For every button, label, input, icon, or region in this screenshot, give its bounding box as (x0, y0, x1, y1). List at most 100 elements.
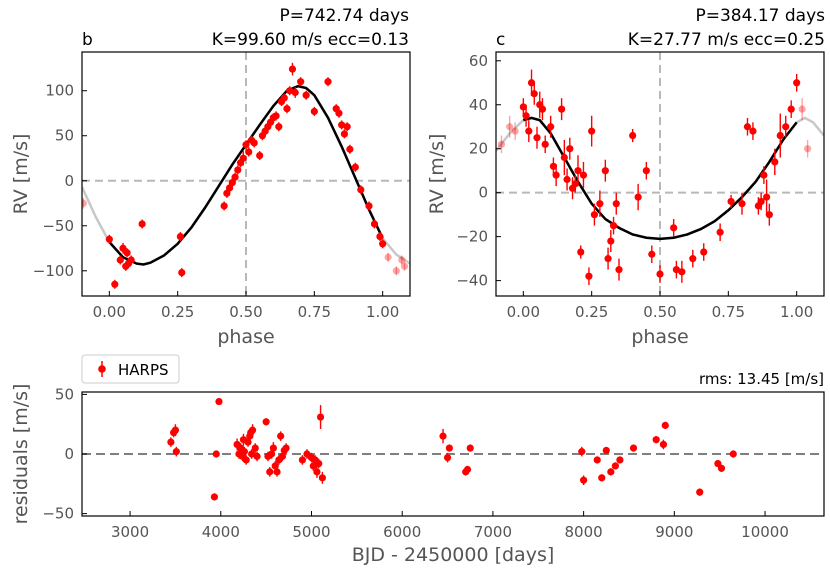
panel-c-data-point (590, 211, 599, 219)
panel-c-data-point (629, 131, 637, 140)
residuals-data-point (215, 397, 223, 406)
residuals-data-point (316, 413, 325, 421)
panel-b-data-point (365, 202, 373, 210)
panel-b-plot-area (82, 52, 410, 296)
residuals-data-point (269, 444, 277, 452)
panel-c-data-point (634, 193, 642, 201)
residuals-xtick-label: 10000 (741, 523, 789, 541)
residuals-ytick-label: 50 (55, 385, 74, 403)
panel-b-data-point (324, 78, 332, 86)
panel-c-data-point (648, 250, 656, 258)
panel-b-data-point (400, 262, 409, 270)
residuals-data-point (277, 432, 285, 440)
panel-c-data-point (609, 222, 618, 230)
panel-c-data-point (716, 228, 724, 236)
panel-b-xlabel: phase (217, 326, 274, 348)
residuals-data-point (251, 444, 259, 452)
panel-c-ylabel: RV [m/s] (426, 134, 448, 215)
residuals-data-point (172, 448, 180, 456)
residuals-data-point (273, 468, 281, 476)
residuals-data-point (445, 444, 453, 452)
residuals-data-point (262, 418, 270, 426)
rms-label: rms: 13.45 [m/s] (699, 370, 824, 388)
panel-c-data-point (574, 167, 582, 175)
residuals-data-point (210, 493, 219, 501)
panel-c-data-point (596, 200, 604, 208)
panel-c-data-point (522, 112, 530, 120)
residuals-data-point (717, 464, 726, 472)
panel-c-title-line2: K=27.77 m/s ecc=0.25 (628, 30, 825, 50)
residuals-data-point (298, 456, 307, 464)
panel-b-data-point (302, 91, 310, 99)
panel-b-data-point (340, 130, 348, 138)
panel-b-data-point (310, 107, 318, 116)
residuals-data-point (253, 452, 261, 460)
panel-residuals: HARPS rms: 13.45 [m/s] 3000 4000 5000 6000 7… (10, 354, 825, 566)
legend-marker (98, 365, 106, 373)
panel-c-data-point (547, 123, 555, 131)
panel-b-title-line1: P=742.74 days (279, 6, 409, 26)
panel-c-data-point (727, 197, 735, 206)
panel-c-data-point (678, 268, 686, 276)
panel-c-data-point (612, 200, 620, 208)
panel-b-data-point (288, 65, 297, 73)
panel-c-ytick-label: 0 (478, 184, 488, 202)
panel-c-data-point (527, 79, 536, 87)
panel-c-plot-area (496, 52, 824, 296)
panel-b-xtick-label: 0.50 (229, 303, 262, 321)
panel-c-data-point (656, 270, 664, 278)
residuals-data-point (578, 448, 586, 456)
panel-b-data-point (346, 145, 354, 153)
panel-c-data-point (763, 193, 771, 201)
panel-c-data-point (771, 158, 779, 166)
panel-c-xtick-label: 0.75 (712, 303, 745, 321)
residuals-data-point (659, 440, 668, 449)
panel-b-label: b (82, 30, 93, 50)
residuals-ytick-label: −50 (42, 505, 74, 523)
panel-c-data-point (749, 127, 757, 135)
panel-b-data-point (111, 280, 119, 288)
residuals-ylabel: residuals [m/s] (10, 384, 32, 525)
panel-c-data-point (765, 211, 773, 219)
panel-c-data-point (571, 180, 579, 188)
panel-b-data-point (357, 186, 365, 194)
panel-c-data-point (782, 123, 790, 131)
residuals-data-point (611, 462, 619, 470)
residuals-xtick-label: 5000 (292, 523, 330, 541)
panel-c-title-line1: P=384.17 days (695, 6, 825, 26)
panel-c: c P=384.17 days K=27.77 m/s ecc=0.25 0.0… (426, 6, 825, 348)
panel-c-ytick-label: −40 (456, 272, 488, 290)
panel-b-data-point (250, 139, 258, 147)
panel-c-xtick-label: 0.00 (507, 303, 540, 321)
panel-b-ytick-label: −100 (33, 262, 74, 280)
panel-b-data-point (283, 105, 291, 113)
panel-c-data-point (672, 266, 681, 274)
panel-c-data-point (563, 175, 571, 184)
panel-c-data-point (538, 105, 547, 113)
residuals-data-point (616, 456, 624, 464)
panel-b-data-point (82, 199, 87, 207)
panel-c-xtick-label: 1.00 (780, 303, 813, 321)
residuals-data-point (315, 459, 323, 468)
panel-b-ylabel: RV [m/s] (10, 134, 32, 215)
panel-b-data-point (256, 151, 264, 160)
residuals-data-point (443, 453, 452, 462)
residuals-ticks: 3000 4000 5000 6000 7000 8000 9000 10000 −50 0 50 (42, 385, 789, 541)
panel-b-data-point (178, 268, 186, 277)
panel-c-data-point (506, 123, 514, 131)
residuals-data-point (266, 468, 274, 476)
panel-c-model-curve (523, 116, 798, 241)
panel-c-data-point (588, 127, 596, 135)
panel-c-data-point (511, 127, 519, 135)
panel-b-data-point (123, 249, 131, 257)
panel-c-data-point (798, 105, 806, 113)
residuals-data-point (629, 444, 638, 452)
residuals-data-point (212, 450, 220, 458)
residuals-data-point (240, 448, 248, 456)
panel-b-data-point (343, 123, 351, 131)
panel-b-data-point (105, 235, 113, 243)
panel-c-data-point (560, 153, 568, 162)
panel-b-data-point (338, 121, 346, 129)
residuals-plot-area (82, 397, 824, 501)
panel-b: b P=742.74 days K=99.60 m/s ecc=0.13 0.0… (10, 6, 411, 348)
